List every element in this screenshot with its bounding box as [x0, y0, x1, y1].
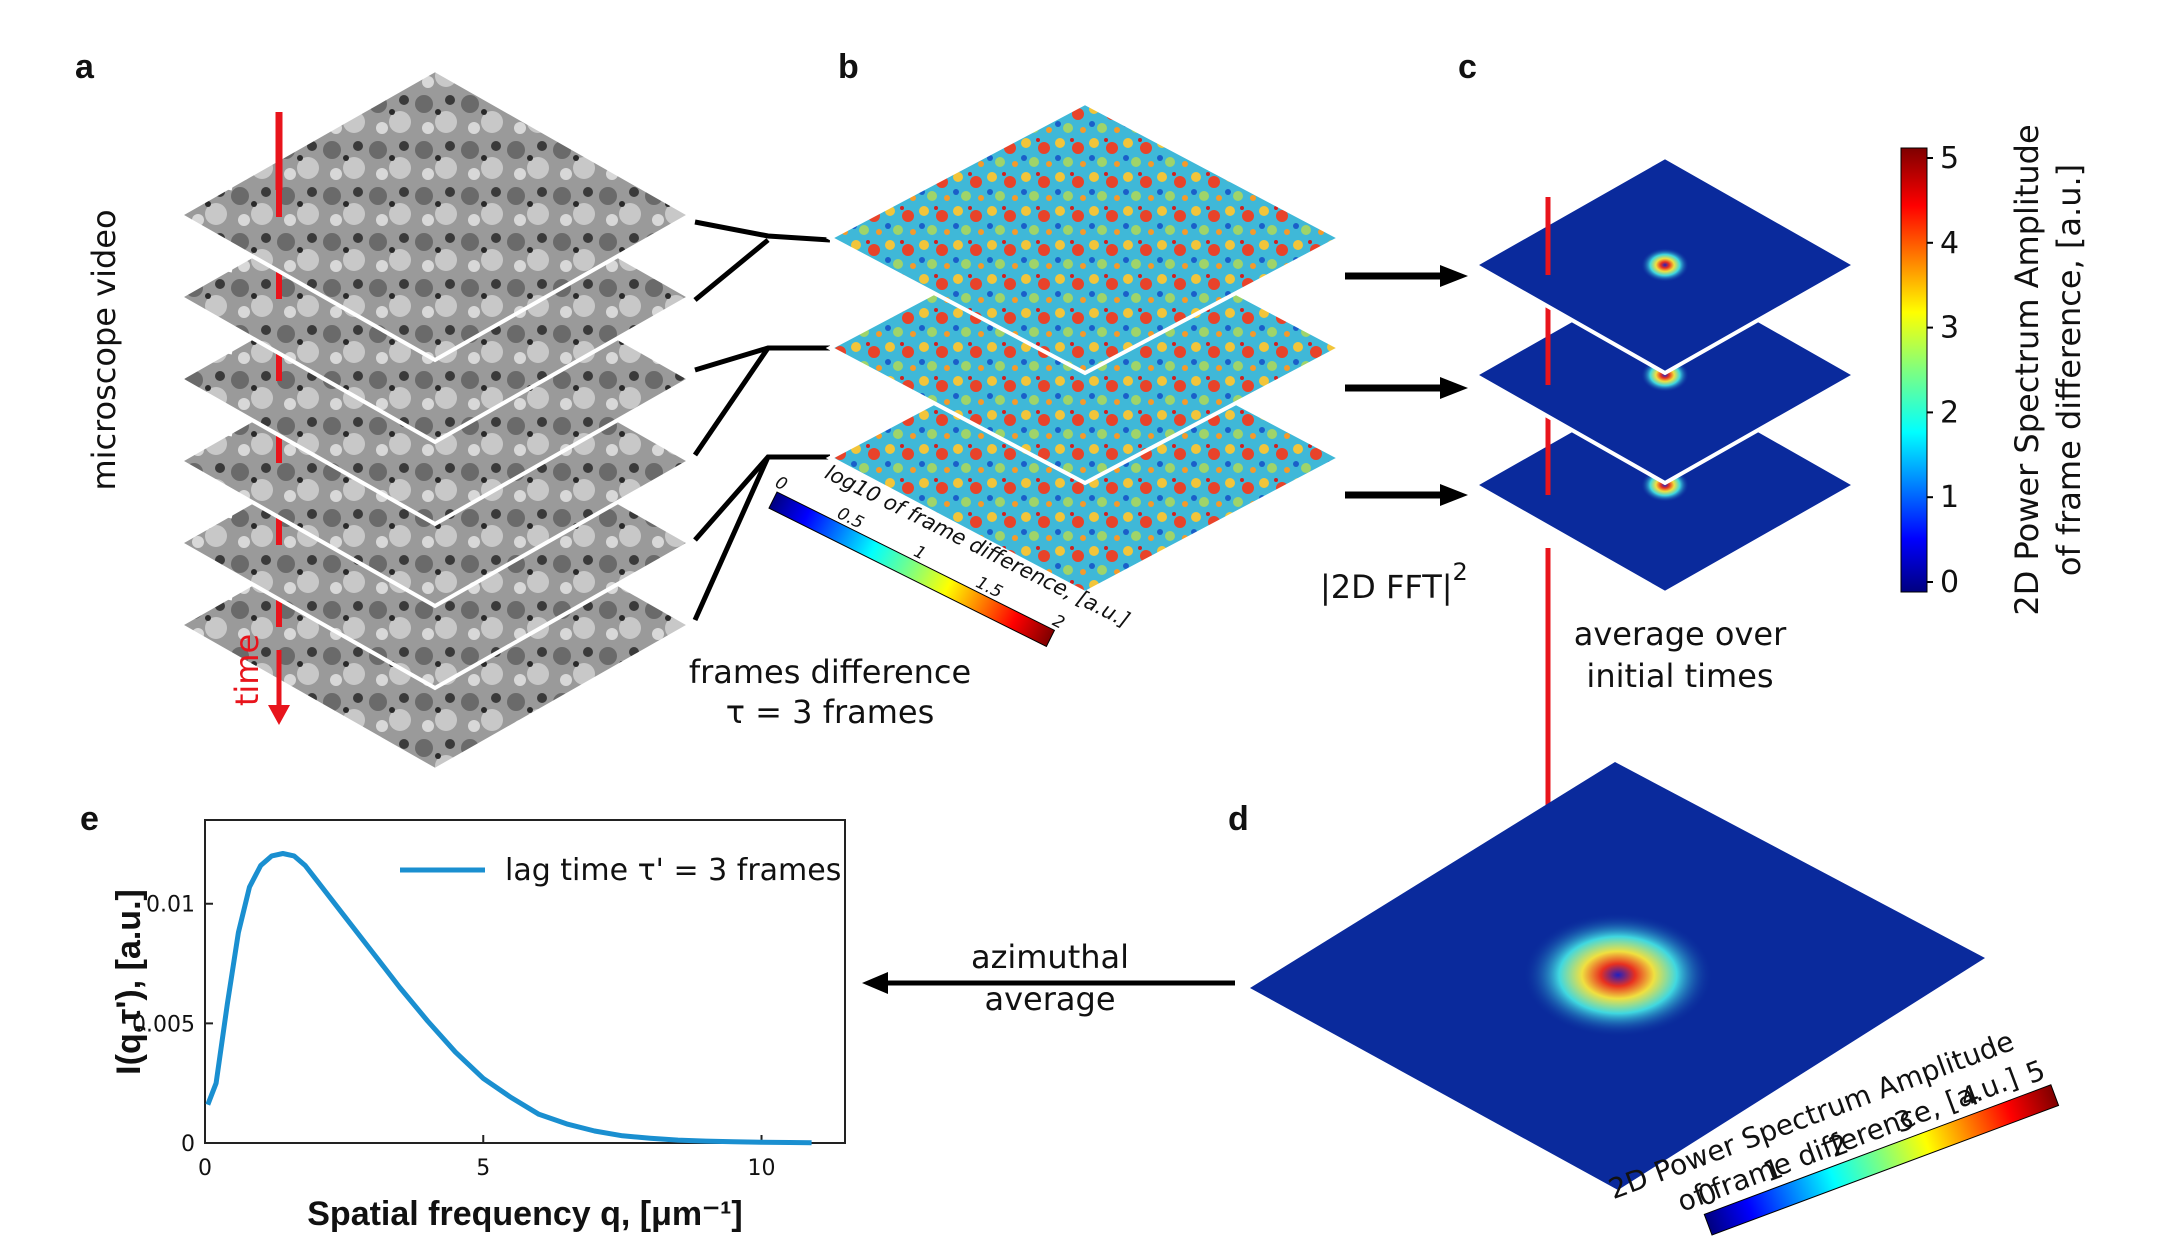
x-tick-label: 0: [198, 1156, 212, 1181]
difference-frame: [825, 100, 1345, 376]
tau-caption: τ = 3 frames: [726, 693, 935, 731]
frame-difference-stack: [825, 100, 1345, 596]
y-tick-label: 0.01: [146, 893, 195, 918]
series-line: [205, 851, 812, 1146]
microscope-frame: [175, 67, 695, 363]
frames-difference-caption: frames difference: [689, 653, 971, 691]
microscope-video-label: microscope video: [85, 209, 123, 490]
azimuthal-arrow-head: [862, 972, 888, 994]
averaged-colorbar-tick: 5: [2021, 1053, 2049, 1090]
averaged-spectrum: [1250, 762, 1985, 1190]
average-over-label: average over: [1574, 615, 1787, 653]
x-tick-label: 5: [476, 1156, 490, 1181]
structure-function-chart: 0 5 10 0 0.005 0.01 lag time τ' = 3 frames Sp…: [110, 819, 846, 1233]
scale-bar: [204, 509, 233, 519]
power-colorbar-label-2: of frame difference, [a.u.]: [2050, 164, 2088, 576]
panel-label-e: e: [80, 800, 99, 838]
fft-arrow-head-2: [1440, 377, 1468, 399]
microscope-frame-stack: [175, 67, 695, 773]
power-colorbar-tick: 5: [1940, 141, 1959, 176]
x-tick-label: 10: [748, 1156, 776, 1181]
initial-times-label: initial times: [1586, 657, 1773, 695]
spectrum-spot: [1641, 248, 1689, 282]
frame-pair-connectors: [692, 219, 831, 622]
y-tick-label: 0: [181, 1132, 195, 1157]
power-spectrum-stack: [1470, 154, 1860, 596]
fft-arrow-head-1: [1440, 265, 1468, 287]
scale-bar: [204, 427, 233, 437]
panel-label-a: a: [75, 48, 95, 86]
scale-bar: [204, 263, 233, 273]
fft-arrows: [1345, 272, 1445, 499]
power-colorbar-ticks: 5 4 3 2 1 0: [1927, 141, 1959, 600]
difference-colorbar-gradient: [768, 491, 1056, 648]
power-colorbar-tick: 1: [1940, 480, 1959, 515]
power-colorbar: [1900, 147, 1928, 593]
scale-bar: [204, 181, 233, 191]
scale-bar: [204, 591, 233, 601]
time-label: time: [228, 634, 266, 706]
fft-arrow-head-3: [1440, 484, 1468, 506]
power-colorbar-tick: 0: [1940, 565, 1959, 600]
power-colorbar-tick: 3: [1940, 311, 1959, 346]
power-colorbar-tick: 2: [1940, 395, 1959, 430]
panel-label-c: c: [1458, 48, 1477, 86]
time-arrow-head: [268, 705, 290, 725]
legend-label: lag time τ' = 3 frames: [505, 853, 841, 888]
azimuthal-label: azimuthal: [971, 938, 1129, 976]
fft-label: |2D FFT|2: [1320, 558, 1468, 606]
average-label: average: [985, 980, 1116, 1018]
y-axis-label: I(q,τ'), [a.u.]: [110, 889, 148, 1075]
panel-label-b: b: [838, 48, 859, 86]
panel-label-d: d: [1228, 800, 1249, 838]
y-tick-label: 0.005: [132, 1012, 195, 1037]
x-axis-label: Spatial frequency q, [μm⁻¹]: [307, 1195, 742, 1233]
scale-bar: [204, 345, 233, 355]
averaged-colorbar-gradient: [1703, 1084, 2060, 1236]
power-colorbar-tick: 4: [1940, 226, 1959, 261]
difference-colorbar-tick: 0: [772, 473, 791, 496]
averaged-spectrum-spot: [1523, 913, 1713, 1037]
power-colorbar-label-1: 2D Power Spectrum Amplitude: [2008, 124, 2046, 615]
